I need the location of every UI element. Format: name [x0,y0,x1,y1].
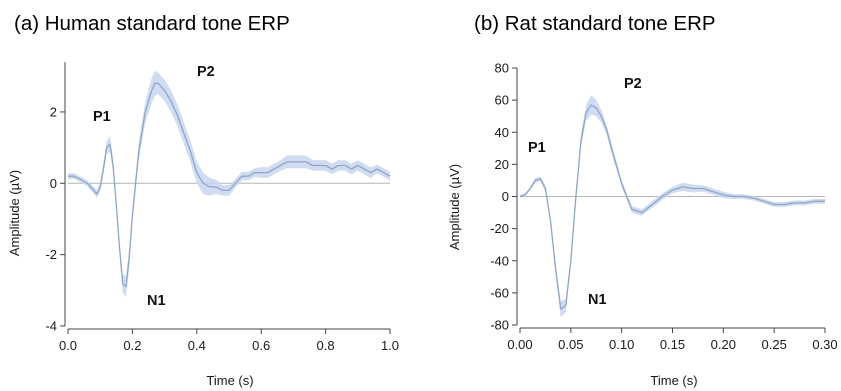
human-x-tick-label: 0.0 [59,338,77,353]
peak-label-p2-rat: P2 [624,76,642,92]
panel-rat-plot: -80 -60 -40 -20 0 20 40 60 80 0.00 0.05 0.10 0.15 0.2… [490,61,837,353]
rat-y-tick-label: -80 [490,318,509,333]
rat-x-tick-label: 0.05 [558,337,583,352]
panel-human-title: (a) Human standard tone ERP [14,12,290,35]
rat-y-tick-label: 0 [502,189,509,204]
rat-y-tick-label: 40 [495,125,509,140]
panel-human-plot: -4 -2 0 2 0.0 0.2 0.4 0.6 0.8 1.0 [45,62,399,353]
panel-rat-title: (b) Rat standard tone ERP [474,12,716,35]
rat-erp-line [519,104,825,310]
peak-label-p1-human: P1 [93,109,111,125]
peak-label-n1-human: N1 [147,293,166,309]
rat-x-tick-label: 0.10 [609,337,634,352]
panel-human: (a) Human standard tone ERP Amplitude (µ… [7,12,399,388]
human-erp-line [68,82,391,288]
panel-human-y-axis-label: Amplitude (µV) [7,170,22,256]
rat-y-tick-label: 60 [495,93,509,108]
rat-y-tick-label: -20 [490,221,509,236]
rat-x-tick-label: 0.30 [812,337,837,352]
rat-confidence-band [520,95,825,317]
panel-rat: (b) Rat standard tone ERP Amplitude (µV)… [447,12,838,388]
rat-y-tick-label: 80 [495,61,509,76]
human-x-tick-label: 0.8 [317,338,335,353]
rat-y-tick-label: -60 [490,285,509,300]
panel-rat-x-axis-label: Time (s) [650,373,697,388]
human-x-tick-label: 0.4 [188,338,206,353]
rat-x-tick-label: 0.15 [660,337,685,352]
human-y-tick-label: 2 [50,104,57,119]
human-x-tick-label: 1.0 [381,338,399,353]
human-y-tick-label: 0 [50,176,57,191]
human-y-tick-label: -4 [45,319,57,334]
rat-y-tick-label: 20 [495,157,509,172]
rat-y-tick-label: -40 [490,253,509,268]
human-x-tick-label: 0.6 [252,338,270,353]
rat-x-tick-label: 0.00 [507,337,532,352]
panel-human-x-axis-label: Time (s) [206,373,253,388]
human-x-tick-label: 0.2 [123,338,141,353]
human-confidence-band [68,70,390,298]
panel-rat-y-axis-label: Amplitude (µV) [447,164,462,250]
rat-x-tick-label: 0.20 [711,337,736,352]
peak-label-p1-rat: P1 [528,140,546,156]
peak-label-n1-rat: N1 [588,292,607,308]
peak-label-p2-human: P2 [197,64,215,80]
human-y-tick-label: -2 [45,247,57,262]
rat-x-tick-label: 0.25 [762,337,787,352]
